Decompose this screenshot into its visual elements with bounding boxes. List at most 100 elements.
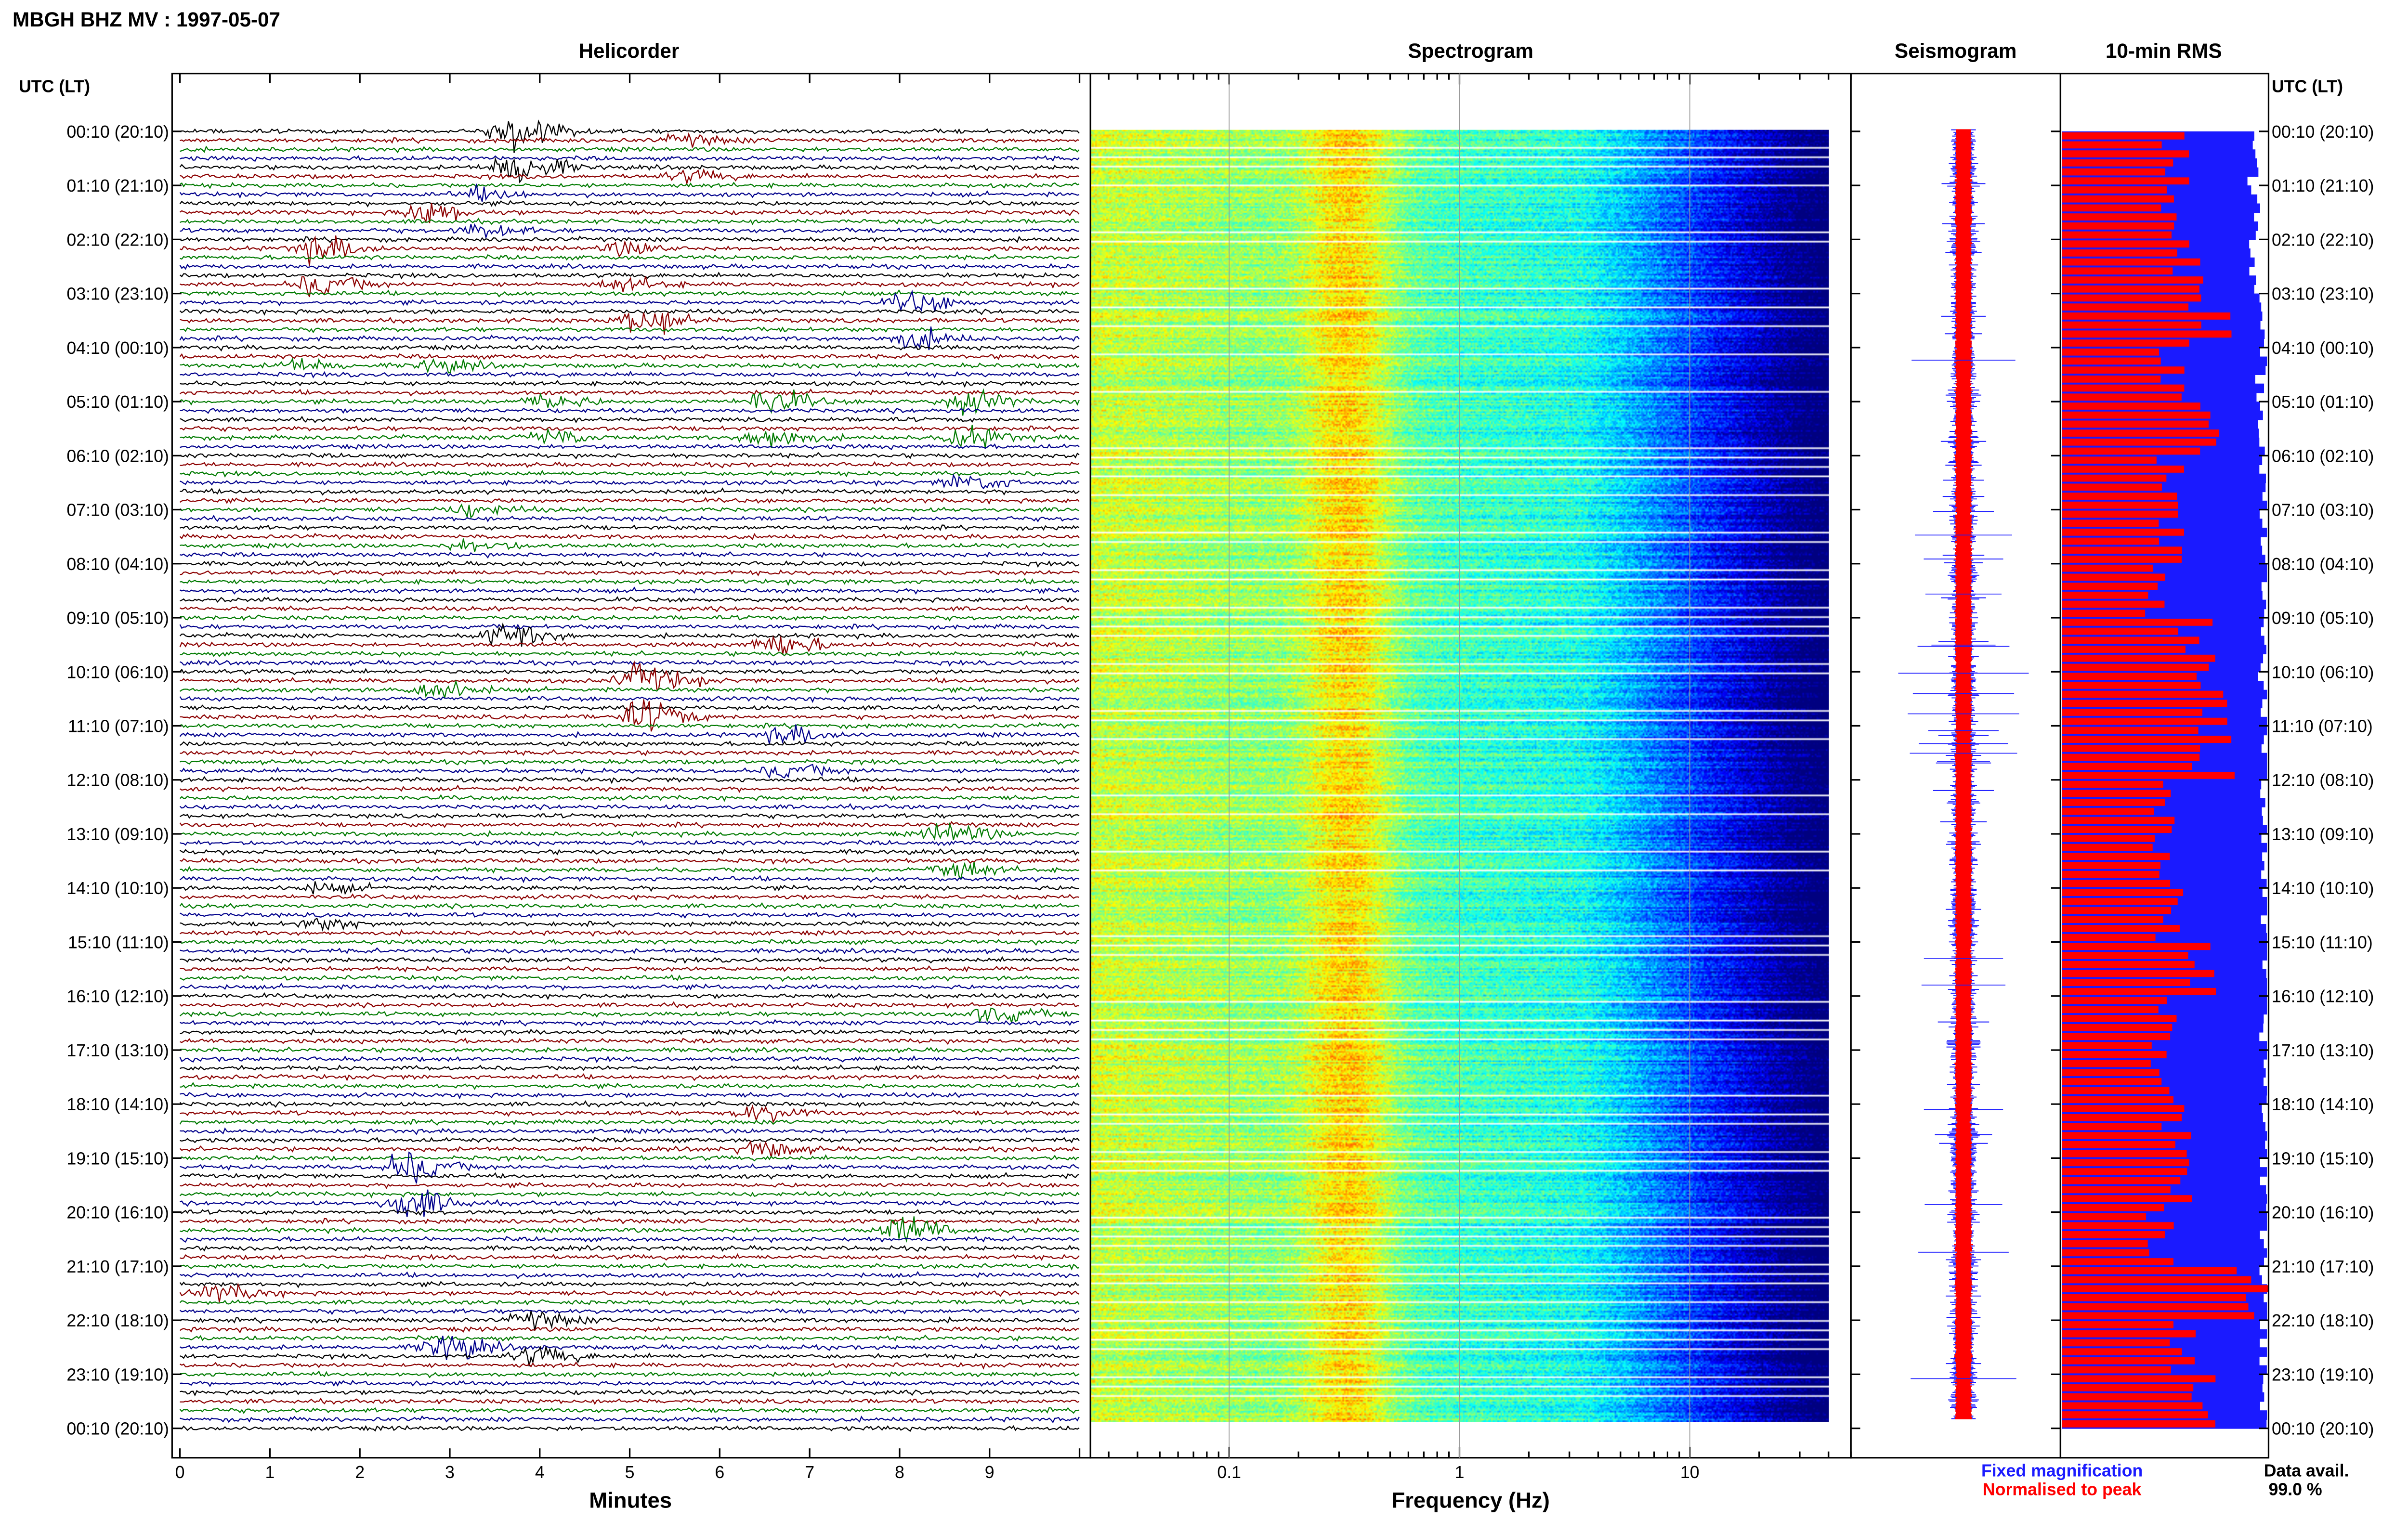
- helicorder-line: [180, 699, 1079, 732]
- helicorder-line: [180, 1271, 1080, 1279]
- helicorder-line: [179, 623, 1080, 631]
- helicorder-line: [179, 263, 1080, 271]
- helicorder-line: [180, 1346, 1080, 1366]
- time-label-left: 11:10 (07:10): [68, 717, 169, 736]
- time-label-left: 03:10 (23:10): [66, 285, 169, 304]
- rms-bar-normalised: [2062, 1420, 2216, 1428]
- helicorder-line: [180, 443, 1080, 450]
- rms-bar-normalised: [2062, 168, 2166, 176]
- helicorder-line: [179, 1191, 1080, 1198]
- helicorder-line: [180, 1189, 1080, 1217]
- rms-bar-normalised: [2062, 1285, 2268, 1293]
- helicorder-line: [180, 1046, 1080, 1054]
- helicorder-line: [180, 1038, 1080, 1045]
- helicorder-line: [180, 1370, 1080, 1378]
- time-label-right: 02:10 (22:10): [2272, 230, 2374, 249]
- helicorder-line: [179, 1282, 1080, 1302]
- helicorder-line: [180, 1091, 1079, 1100]
- helicorder-line: [179, 983, 1080, 991]
- rms-bar-normalised: [2062, 1015, 2177, 1022]
- rms-bar-normalised: [2062, 1303, 2249, 1311]
- x-tick-label: 10: [1680, 1463, 1700, 1482]
- x-tick-label: 4: [535, 1463, 545, 1482]
- rms-bar-normalised: [2062, 150, 2189, 158]
- helicorder-line: [179, 875, 1080, 883]
- rms-bar-normalised: [2062, 1186, 2171, 1194]
- rms-bar-normalised: [2062, 1096, 2173, 1104]
- rms-bar-normalised: [2062, 474, 2167, 482]
- helicorder-line: [179, 635, 1079, 655]
- time-label-left: 02:10 (22:10): [66, 230, 169, 249]
- utc-header-left: UTC (LT): [19, 77, 90, 96]
- helicorder-line: [180, 145, 1080, 154]
- rms-bar-normalised: [2062, 1402, 2203, 1410]
- helicorder-line: [180, 1415, 1080, 1424]
- rms-bar-normalised: [2062, 276, 2203, 284]
- helicorder-line: [179, 724, 1080, 745]
- rms-bar-normalised: [2062, 1393, 2192, 1401]
- rms-frame: [2059, 73, 2270, 1459]
- time-label-left: 00:10 (20:10): [66, 1419, 169, 1439]
- helicorder-line: [180, 1028, 1080, 1036]
- helicorder-line: [180, 538, 1079, 552]
- time-label-right: 14:10 (10:10): [2272, 879, 2374, 898]
- helicorder-line: [180, 515, 1080, 522]
- helicorder-line: [180, 1253, 1080, 1261]
- helicorder-line: [180, 357, 1080, 374]
- helicorder-line: [180, 155, 1080, 163]
- helicorder-line: [180, 1171, 1080, 1181]
- rms-bar-normalised: [2062, 844, 2153, 851]
- x-tick-label: 3: [445, 1463, 455, 1482]
- helicorder-line: [179, 668, 1080, 676]
- rms-bar-normalised: [2062, 771, 2235, 779]
- helicorder-line: [180, 758, 1080, 766]
- helicorder-line: [180, 370, 1080, 378]
- helicorder-line: [179, 308, 1079, 316]
- rms-bar-normalised: [2062, 1312, 2254, 1320]
- time-label-left: 08:10 (04:10): [66, 555, 169, 574]
- rms-bar-normalised: [2062, 1069, 2159, 1077]
- helicorder-line: [180, 911, 1080, 919]
- time-label-left: 00:10 (20:10): [66, 122, 169, 142]
- rms-bar-normalised: [2062, 1123, 2162, 1130]
- time-label-left: 06:10 (02:10): [66, 446, 169, 466]
- helicorder-line: [180, 822, 1080, 841]
- rms-bar-normalised: [2062, 916, 2163, 923]
- rms-bar-normalised: [2062, 763, 2192, 770]
- helicorder-line: [180, 1073, 1080, 1082]
- helicorder-line: [180, 132, 1080, 148]
- rms-bar-normalised: [2062, 583, 2158, 590]
- rms-bar-normalised: [2062, 591, 2148, 599]
- rms-bar-normalised: [2062, 961, 2195, 968]
- helicorder-line: [180, 119, 1080, 153]
- rms-bar-normalised: [2062, 465, 2185, 473]
- helicorder-line: [180, 1425, 1080, 1432]
- rms-bar-normalised: [2062, 132, 2185, 140]
- time-label-right: 20:10 (16:10): [2272, 1203, 2374, 1222]
- x-tick-label: 1: [265, 1463, 275, 1482]
- rms-bar-normalised: [2062, 700, 2227, 707]
- seismogram-title: Seismogram: [1895, 39, 2016, 62]
- rms-bar-normalised: [2062, 1222, 2174, 1230]
- time-label-right: 01:10 (21:10): [2272, 176, 2374, 195]
- rms-bar-normalised: [2062, 1348, 2182, 1356]
- helicorder-line: [179, 1308, 1080, 1315]
- x-tick-label: 8: [895, 1463, 904, 1482]
- helicorder-line: [180, 1182, 1080, 1189]
- helicorder-line: [180, 596, 1079, 604]
- rms-bar-normalised: [2062, 1231, 2165, 1238]
- helicorder-line: [179, 695, 1080, 703]
- rms-bar-normalised: [2062, 456, 2157, 464]
- time-label-left: 04:10 (00:10): [66, 338, 169, 358]
- helicorder-line: [180, 881, 1079, 896]
- rms-bar-normalised: [2062, 483, 2162, 491]
- helicorder-line: [180, 586, 1080, 595]
- time-label-right: 03:10 (23:10): [2272, 285, 2374, 304]
- helicorder-line: [179, 902, 1080, 910]
- time-label-right: 00:10 (20:10): [2272, 1419, 2374, 1439]
- rms-bar-normalised: [2062, 807, 2154, 815]
- helicorder-line: [180, 862, 1080, 881]
- helicorder-traces: [179, 119, 1080, 1432]
- rms-bar-normalised: [2062, 429, 2219, 437]
